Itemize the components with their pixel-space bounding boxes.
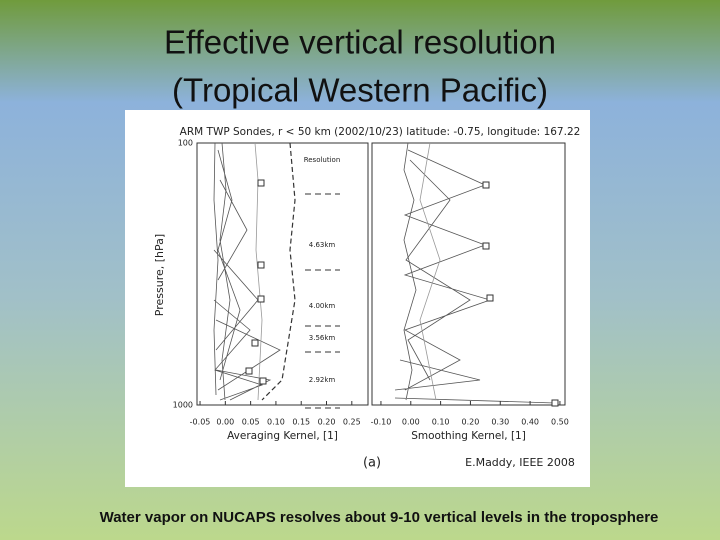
x-tick-label: 0.50: [551, 418, 569, 427]
y-axis-label: Pressure, [hPa]: [153, 234, 166, 316]
x-tick-label: -0.05: [190, 418, 211, 427]
kernel-curves: [213, 142, 556, 404]
x-axis-label: Averaging Kernel, [1]: [227, 430, 338, 442]
resolution-label: 2.92km: [309, 376, 336, 384]
panel-label: (a): [363, 456, 381, 471]
resolution-label: 3.56km: [309, 334, 336, 342]
y-tick-label: 1000: [173, 401, 193, 410]
x-tick-label: 0.00: [402, 418, 420, 427]
x-tick-label: 0.10: [267, 418, 285, 427]
slide-title: (Tropical Western Pacific): [172, 72, 548, 109]
resolution-label: 4.00km: [309, 302, 336, 310]
x-axis-label: Smoothing Kernel, [1]: [411, 430, 526, 442]
resolution-label: 4.63km: [309, 241, 336, 249]
x-tick-label: 0.30: [491, 418, 509, 427]
x-tick-label: 0.05: [242, 418, 260, 427]
x-tick-label: 0.20: [462, 418, 480, 427]
credit: E.Maddy, IEEE 2008: [465, 456, 575, 469]
x-tick-label: 0.25: [343, 418, 361, 427]
x-tick-label: 0.20: [318, 418, 336, 427]
panel-frame: [196, 142, 369, 406]
y-tick-label: 100: [178, 139, 193, 148]
caption: Water vapor on NUCAPS resolves about 9-1…: [100, 509, 659, 526]
figure-background: [125, 110, 590, 487]
level-markers: [245, 179, 559, 407]
figure-title: ARM TWP Sondes, r < 50 km (2002/10/23) l…: [180, 126, 581, 138]
legend-title: Resolution: [304, 156, 341, 164]
x-tick-label: -0.10: [371, 418, 392, 427]
x-tick-label: 0.00: [216, 418, 234, 427]
figure: ARM TWP Sondes, r < 50 km (2002/10/23) l…: [125, 110, 590, 487]
x-tick-label: 0.40: [521, 418, 539, 427]
x-tick-label: 0.15: [292, 418, 310, 427]
slide-title: Effective vertical resolution: [164, 24, 556, 61]
panel-frame: [371, 142, 566, 406]
x-tick-label: 0.10: [432, 418, 450, 427]
